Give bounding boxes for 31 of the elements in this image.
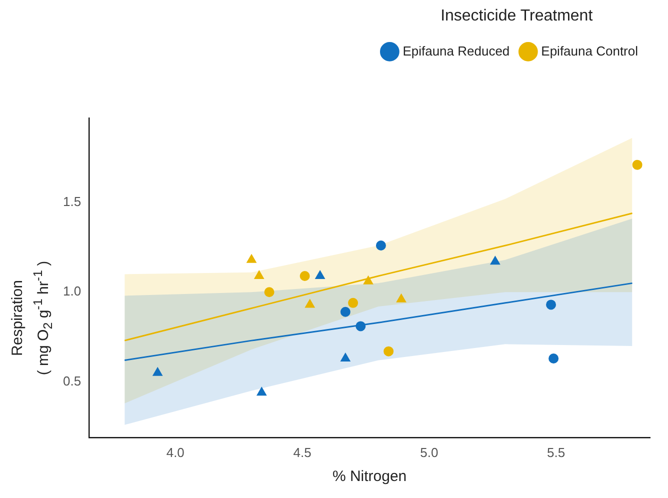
point — [356, 321, 366, 332]
legend-label: Epifauna Control — [541, 43, 638, 58]
point — [396, 294, 406, 302]
x-axis-title: % Nitrogen — [332, 468, 407, 486]
point — [340, 352, 350, 362]
point — [490, 256, 500, 265]
point — [264, 287, 274, 298]
legend-title: Insecticide Treatment — [440, 7, 594, 24]
point — [315, 270, 325, 280]
y-tick-label: 0.5 — [62, 373, 82, 388]
point — [246, 254, 256, 263]
point — [152, 367, 162, 376]
point — [546, 300, 556, 310]
x-tick-label: 5.0 — [420, 444, 438, 460]
point — [256, 387, 266, 396]
point — [548, 353, 559, 364]
point — [348, 298, 358, 308]
point — [340, 306, 350, 317]
point — [376, 240, 386, 251]
y-tick-label: 1.5 — [62, 194, 82, 210]
legend-label: Epifauna Reduced — [402, 43, 510, 58]
point — [300, 271, 310, 282]
y-tick-label: 1.0 — [62, 284, 82, 299]
point — [363, 276, 374, 284]
point — [305, 299, 315, 308]
point — [632, 160, 642, 170]
x-tick-label: 4.5 — [293, 444, 312, 460]
x-tick-label: 5.5 — [547, 444, 566, 460]
x-tick-label: 4.0 — [166, 444, 184, 460]
point — [384, 346, 394, 356]
point — [254, 270, 264, 280]
